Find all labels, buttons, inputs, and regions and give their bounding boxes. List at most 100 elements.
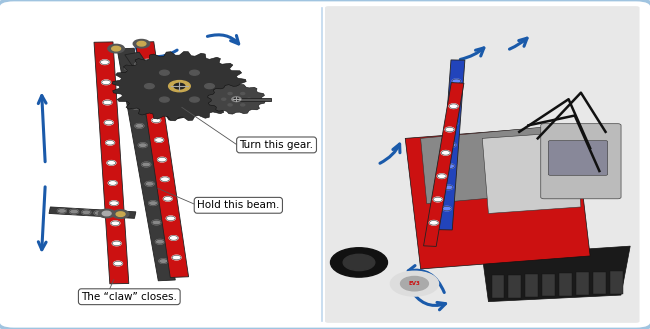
Circle shape [112,46,121,51]
Circle shape [98,209,115,218]
Circle shape [159,259,168,264]
Polygon shape [438,60,465,230]
Circle shape [174,83,185,89]
Circle shape [228,92,232,95]
Circle shape [441,151,450,155]
FancyBboxPatch shape [559,273,571,296]
Circle shape [240,92,245,95]
Circle shape [106,140,114,145]
Circle shape [112,210,129,218]
Circle shape [107,212,115,216]
FancyBboxPatch shape [542,273,554,296]
Circle shape [443,206,451,211]
Circle shape [169,236,178,240]
Circle shape [168,81,190,92]
Circle shape [149,99,158,103]
Polygon shape [94,42,129,284]
Text: Hold this beam.: Hold this beam. [197,200,280,210]
Circle shape [150,84,159,89]
Circle shape [144,84,154,89]
Polygon shape [424,83,464,246]
Polygon shape [207,84,265,114]
Circle shape [145,182,154,186]
Circle shape [135,124,144,128]
Circle shape [157,95,166,99]
Circle shape [240,104,245,106]
Circle shape [110,201,118,205]
Polygon shape [117,48,176,281]
Circle shape [131,104,140,109]
Circle shape [142,162,151,167]
Text: The “claw” closes.: The “claw” closes. [81,292,177,302]
Circle shape [149,201,157,205]
Circle shape [94,211,103,215]
Circle shape [135,62,144,67]
FancyBboxPatch shape [491,275,504,298]
Polygon shape [421,125,575,204]
Circle shape [146,79,155,84]
Circle shape [137,41,146,46]
Circle shape [444,185,453,190]
Circle shape [172,255,181,260]
Polygon shape [482,132,581,214]
Circle shape [125,65,133,70]
FancyBboxPatch shape [525,274,538,297]
Circle shape [103,100,112,105]
Circle shape [190,97,200,102]
Circle shape [449,104,458,109]
Circle shape [447,143,456,147]
Circle shape [109,181,117,185]
Polygon shape [482,246,630,302]
Circle shape [434,197,442,202]
Circle shape [160,70,169,75]
Circle shape [105,120,113,125]
Circle shape [452,79,461,84]
Circle shape [102,211,111,216]
Circle shape [430,220,438,225]
Circle shape [391,271,439,296]
FancyBboxPatch shape [610,271,623,294]
Circle shape [330,248,387,277]
Circle shape [400,276,428,291]
Polygon shape [233,98,271,101]
Circle shape [152,118,161,123]
Circle shape [163,196,172,201]
Circle shape [166,216,175,221]
Circle shape [112,241,121,246]
Circle shape [437,174,446,178]
FancyBboxPatch shape [593,271,606,294]
Polygon shape [135,42,188,277]
Circle shape [445,127,454,132]
Circle shape [101,80,111,85]
Circle shape [111,221,120,226]
Text: Turn this gear.: Turn this gear. [240,140,313,150]
Circle shape [114,261,122,266]
Circle shape [116,212,125,216]
Circle shape [247,98,251,100]
Circle shape [107,161,116,165]
Circle shape [234,98,239,100]
Text: EV3: EV3 [409,281,421,286]
Circle shape [205,84,214,89]
FancyBboxPatch shape [577,272,589,295]
Circle shape [82,210,91,215]
Polygon shape [112,51,246,121]
Circle shape [100,60,109,64]
Circle shape [448,121,458,126]
Circle shape [152,220,161,225]
Circle shape [128,85,137,89]
Polygon shape [405,125,590,269]
Circle shape [108,44,124,53]
Circle shape [160,97,169,102]
Circle shape [450,100,459,105]
Circle shape [190,70,200,75]
Circle shape [138,143,147,147]
Circle shape [142,73,151,78]
Circle shape [57,209,66,213]
Circle shape [232,97,241,102]
Polygon shape [125,52,183,120]
FancyBboxPatch shape [10,6,325,323]
FancyBboxPatch shape [508,275,521,298]
FancyBboxPatch shape [541,124,621,199]
Circle shape [133,39,150,48]
